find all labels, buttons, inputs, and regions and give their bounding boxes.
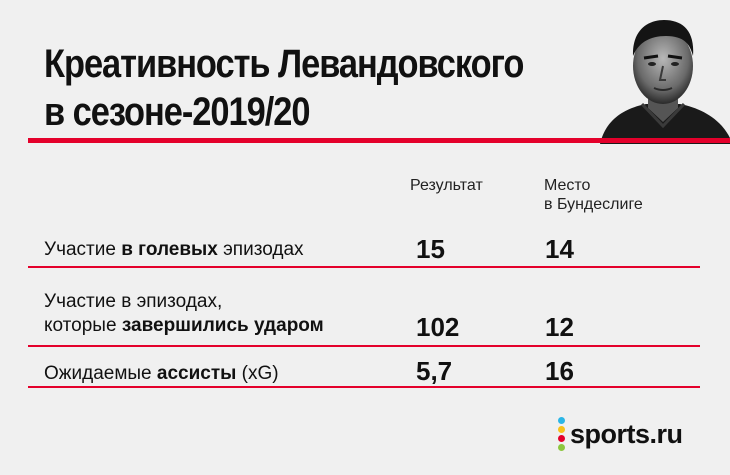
row-label-text: Участие [44,239,122,260]
place-value: 12 [545,312,574,342]
column-header-result: Результат [410,177,483,194]
row-divider [28,345,700,347]
page-title-line2: в сезоне-2019/20 [44,90,310,134]
column-header-place: Место в Бундеслиге [544,176,643,214]
place-value: 14 [545,234,574,264]
result-value: 5,7 [416,356,453,386]
brand-name: sports.ru [570,418,683,449]
result-value: 15 [416,234,445,264]
page-title: Креативность Левандовского в сезоне-2019… [44,40,524,136]
row-label-emphasis: завершились ударом [121,315,324,336]
row-label-text: (xG) [236,363,279,384]
place-value: 16 [545,356,574,386]
row-label-emphasis: ассисты [156,363,237,384]
logo-dot [558,417,565,424]
page-title-line1: Креативность Левандовского [44,42,524,86]
row-label-emphasis: в голевых [121,239,218,260]
player-portrait-icon [600,20,730,144]
row-label-shot-episodes: Участие в эпизодах, которые завершились … [44,290,324,338]
row-label-text: которые [44,315,122,336]
row-label-expected-assists: Ожидаемые ассисты (xG) [44,362,279,386]
sports-ru-logo: sports.ru [558,416,683,452]
column-header-place-line2: в Бундеслиге [544,196,643,213]
row-label-text: эпизодах [217,239,304,260]
result-value: 102 [416,312,460,342]
logo-dot [558,435,565,442]
row-divider [28,386,700,388]
row-label-line1: Участие в эпизодах, [44,291,223,312]
logo-dot [558,444,565,451]
row-label-text: Ожидаемые [44,363,157,384]
logo-dot [558,426,565,433]
row-divider [28,266,700,268]
sports-ru-logo-icon [558,417,565,451]
column-header-place-line1: Место [544,177,591,194]
row-label-goal-episodes: Участие в голевых эпизодах [44,238,304,262]
row-label-line2: которые завершились ударом [44,314,324,338]
title-underline [28,138,730,143]
